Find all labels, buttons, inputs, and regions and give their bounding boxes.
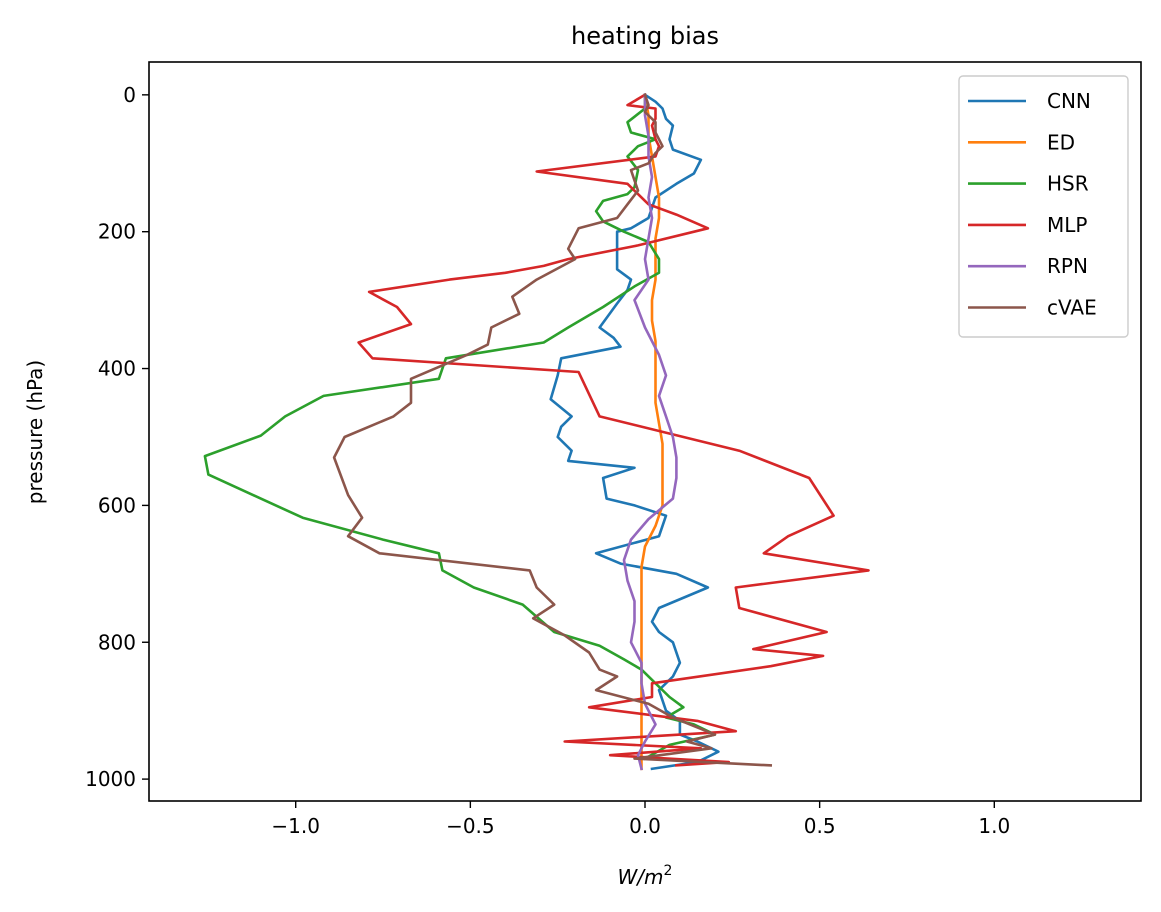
x-tick-label: 1.0 (978, 814, 1010, 838)
x-axis-label: W/m2 (618, 863, 673, 889)
series-line-rpn (622, 93, 678, 771)
legend-label-ed: ED (1047, 130, 1075, 154)
x-tick-label: −0.5 (446, 814, 495, 838)
y-tick-label: 800 (98, 630, 136, 654)
series-line-cnn (549, 92, 720, 771)
x-tick-label: 0.0 (629, 814, 661, 838)
y-tick-label: 400 (98, 357, 136, 381)
series-line-mlp (357, 93, 870, 767)
legend-label-hsr: HSR (1047, 172, 1089, 196)
y-tick-label: 600 (98, 493, 136, 517)
series-line-cvae (332, 93, 773, 767)
legend-label-rpn: RPN (1047, 254, 1088, 278)
x-axis-label-base: W/m (618, 865, 664, 889)
y-tick-label: 200 (98, 220, 136, 244)
legend: CNN ED HSR MLP RPN cVAE (958, 75, 1129, 338)
chart-title: heating bias (571, 22, 719, 50)
legend-label-mlp: MLP (1047, 213, 1087, 237)
x-axis-label-exponent: 2 (664, 863, 673, 879)
y-tick-label: 0 (123, 83, 136, 107)
y-axis-label: pressure (hPa) (23, 360, 47, 504)
legend-label-cnn: CNN (1047, 89, 1091, 113)
legend-label-cvae: cVAE (1047, 296, 1097, 320)
legend-box (958, 75, 1129, 338)
x-axis: −1.0 −0.5 0.0 0.5 1.0 (271, 801, 1010, 838)
x-tick-label: −1.0 (271, 814, 320, 838)
y-axis: 0 200 400 600 800 1000 (85, 83, 149, 791)
x-tick-label: 0.5 (804, 814, 836, 838)
y-tick-label: 1000 (85, 767, 136, 791)
series-layer (203, 92, 870, 771)
